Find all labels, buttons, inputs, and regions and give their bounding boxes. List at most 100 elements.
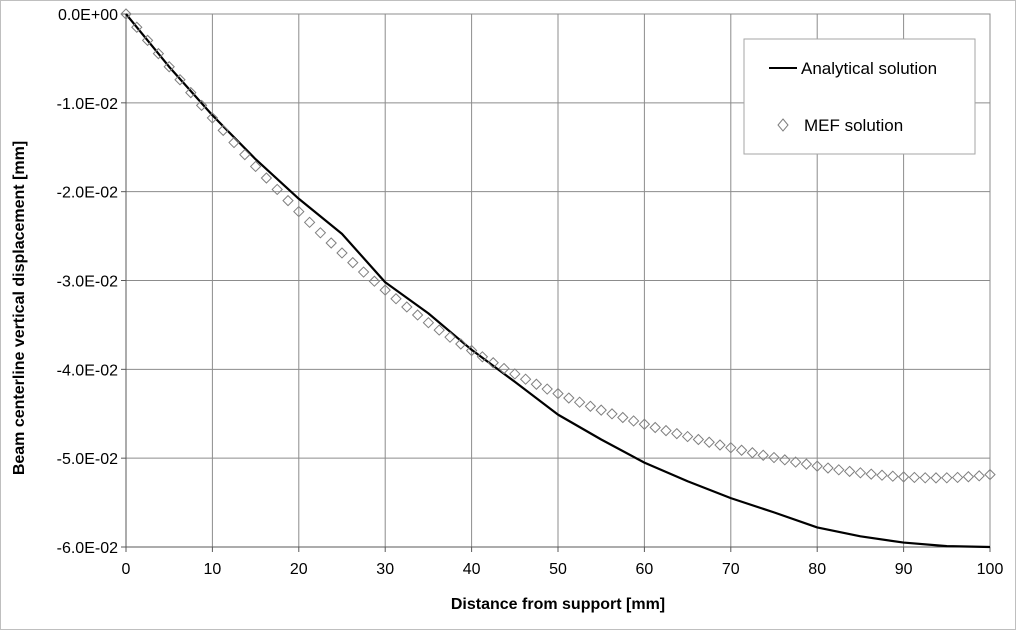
mef-point (757, 449, 769, 461)
mef-point (444, 331, 456, 343)
mef-point (941, 472, 953, 484)
y-tick-label: -3.0E-02 (57, 274, 118, 291)
mef-point (195, 99, 208, 112)
mef-point (347, 256, 359, 269)
mef-point (833, 464, 845, 476)
legend-diamond-swatch (777, 118, 789, 132)
mef-point (789, 456, 802, 468)
mef-point (249, 160, 262, 173)
mef-point (617, 411, 629, 424)
x-tick-label: 40 (463, 561, 481, 578)
mef-point (552, 387, 564, 400)
mef-point (563, 392, 575, 404)
x-tick-label: 70 (722, 561, 740, 578)
y-tick-label: -2.0E-02 (57, 185, 118, 202)
mef-point (509, 368, 521, 380)
mef-point (282, 194, 294, 207)
mef-point (671, 427, 683, 440)
x-tick-label: 20 (290, 561, 308, 578)
x-tick-label: 80 (808, 561, 826, 578)
mef-point (854, 467, 867, 479)
mef-point (519, 373, 532, 385)
mef-point (541, 383, 553, 395)
mef-point (476, 351, 489, 363)
mef-point (174, 74, 186, 86)
legend-label-mef: MEF solution (804, 116, 903, 135)
mef-point (368, 275, 381, 287)
mef-point (703, 436, 715, 448)
mef-point (951, 471, 964, 484)
legend-label-analytical: Analytical solution (801, 59, 937, 78)
x-tick-label: 50 (549, 561, 567, 578)
x-tick-label: 0 (122, 561, 131, 578)
legend: Analytical solution MEF solution (743, 38, 976, 155)
mef-point (185, 86, 197, 99)
mef-point (865, 468, 877, 480)
mef-point (811, 460, 823, 472)
mef-point (379, 284, 391, 296)
mef-point (843, 465, 856, 478)
mef-point (973, 470, 985, 482)
mef-series (120, 8, 996, 484)
mef-point (692, 433, 705, 446)
mef-point (314, 227, 327, 239)
y-tick-label: -6.0E-02 (57, 540, 118, 557)
mef-point (217, 124, 229, 137)
mef-point (465, 344, 478, 357)
mef-point (206, 112, 219, 124)
mef-point (779, 454, 791, 466)
legend-box (743, 38, 976, 155)
x-axis-ticks: 0 10 20 30 40 50 60 70 80 90 100 (122, 547, 1004, 578)
mef-point (487, 357, 499, 369)
y-tick-label: -5.0E-02 (57, 451, 118, 468)
mef-point (930, 472, 942, 484)
mef-point (595, 404, 607, 416)
mef-point (638, 418, 651, 430)
mef-point (271, 183, 283, 196)
mef-point (627, 415, 640, 427)
mef-point (411, 309, 424, 321)
mef-point (746, 447, 759, 459)
mef-point (152, 47, 165, 60)
mef-point (908, 471, 921, 484)
x-axis-title: Distance from support [mm] (451, 596, 665, 613)
mef-point (163, 61, 175, 73)
mef-point (681, 430, 694, 443)
mef-point (239, 148, 251, 161)
mef-point (293, 205, 305, 218)
mef-point (584, 400, 597, 412)
mef-point (260, 172, 273, 184)
mef-point (660, 424, 672, 437)
analytical-line (125, 13, 991, 549)
mef-point (422, 316, 435, 329)
mef-point (530, 378, 543, 390)
x-tick-label: 90 (895, 561, 913, 578)
mef-point (455, 338, 467, 350)
mef-point (887, 470, 899, 482)
mef-point (606, 408, 618, 420)
mef-point (336, 247, 348, 259)
analytical-series (125, 13, 991, 549)
y-tick-label: -4.0E-02 (57, 362, 118, 379)
mef-point (433, 324, 445, 336)
mef-point (573, 396, 586, 408)
y-axis-title: Beam centerline vertical displacement [m… (11, 141, 28, 475)
mef-point (498, 362, 510, 375)
mef-point (401, 301, 413, 313)
mef-point (131, 21, 143, 33)
mef-point (714, 439, 726, 451)
mef-point (962, 471, 975, 483)
mef-point (390, 293, 402, 305)
mef-point (984, 468, 996, 481)
x-tick-label: 100 (977, 561, 1004, 578)
y-tick-label: 0.0E+00 (58, 7, 118, 24)
mef-point (120, 8, 132, 20)
mef-point (897, 471, 910, 483)
y-tick-label: -1.0E-02 (57, 96, 118, 113)
x-tick-label: 30 (376, 561, 394, 578)
mef-point (876, 469, 888, 481)
mef-point (735, 444, 748, 456)
mef-point (141, 34, 154, 47)
x-tick-label: 10 (204, 561, 222, 578)
